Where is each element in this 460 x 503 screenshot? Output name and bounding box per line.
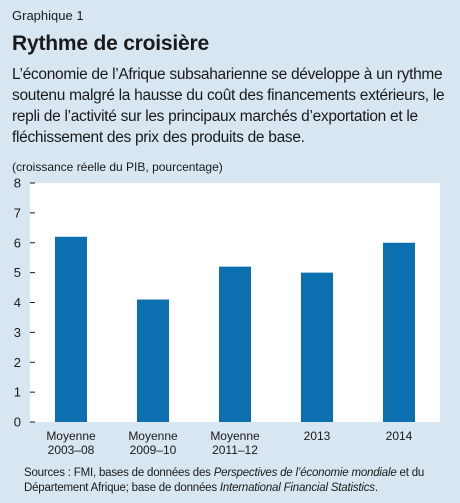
y-tick-label: 6 [14,235,21,250]
y-tick-label: 7 [14,205,21,220]
source-title-1: Perspectives de l’économie mondiale [213,467,397,479]
y-tick-label: 3 [14,325,21,340]
y-tick-label: 5 [14,265,21,280]
chart-subtitle: L’économie de l’Afrique subsaharienne se… [12,66,445,146]
source-title-2: International Financial Statistics [219,482,375,494]
y-tick-label: 2 [14,355,21,370]
x-tick-label: 2013 [304,429,331,443]
bar [301,272,333,422]
source-middle: et du Département Afrique; base de donné… [24,467,425,494]
x-tick-label: 2011–12 [212,443,258,457]
x-tick-label: Moyenne [210,429,260,443]
x-tick-label: 2003–08 [48,443,95,457]
x-tick-label: 2009–10 [130,443,177,457]
chart-kicker: Graphique 1 [12,8,84,23]
chart-title: Rythme de croisière [12,32,209,55]
source-note: Sources : FMI, bases de données des Pers… [24,466,454,496]
bar [383,242,415,422]
bar [55,236,87,422]
x-tick-label: 2014 [386,429,413,443]
source-suffix: . [374,482,378,494]
y-tick-label: 1 [14,385,21,400]
y-tick-label: 0 [14,415,21,430]
source-prefix: Sources : FMI, bases de données des [24,467,214,479]
units-label: (croissance réelle du PIB, pourcentage) [12,160,223,174]
bar [137,299,169,422]
bar [219,266,251,422]
y-tick-label: 8 [14,176,21,191]
y-tick-label: 4 [14,295,21,310]
x-tick-label: Moyenne [46,429,96,443]
x-tick-label: Moyenne [128,429,178,443]
